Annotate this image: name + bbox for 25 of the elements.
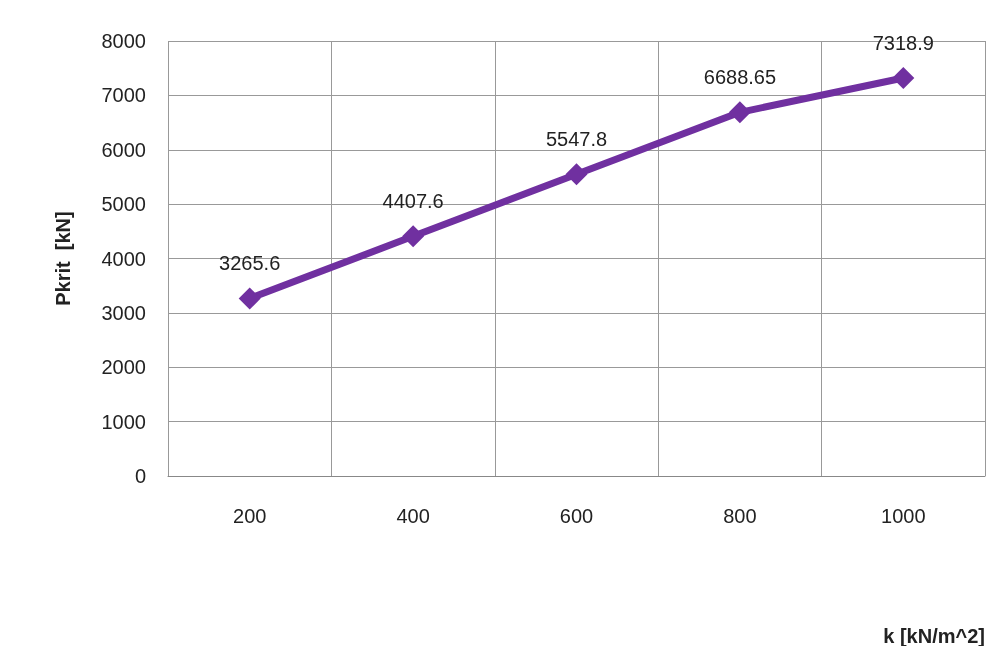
point [892,67,915,90]
point [565,163,588,186]
y-tick-label: 3000 [101,301,146,324]
y-axis-title: Pkrit [kN] [52,211,74,306]
x-tick-label: 800 [723,505,757,527]
point [238,287,261,310]
point [402,225,425,248]
x-tick-label: 600 [559,505,594,527]
y-tick-label: 4000 [101,247,146,270]
x-tick-label: 200 [233,505,267,527]
data-label: 5547.8 [545,128,608,151]
y-tick-label: 2000 [101,356,146,379]
data-label: 3265.6 [219,252,281,275]
x-tick-label: 1000 [881,505,926,527]
point [728,101,751,124]
y-tick-label: 8000 [101,30,146,52]
data-label: 4407.6 [382,190,444,213]
y-tick-label: 7000 [101,84,146,107]
y-tick-label: 1000 [101,410,146,433]
y-tick-label: 6000 [101,138,146,161]
y-tick-label: 5000 [101,193,146,216]
y-tick-label: 0 [134,465,146,487]
data-label: 6688.65 [703,66,777,89]
data-label: 7318.9 [872,32,934,55]
x-tick-label: 400 [396,505,430,527]
